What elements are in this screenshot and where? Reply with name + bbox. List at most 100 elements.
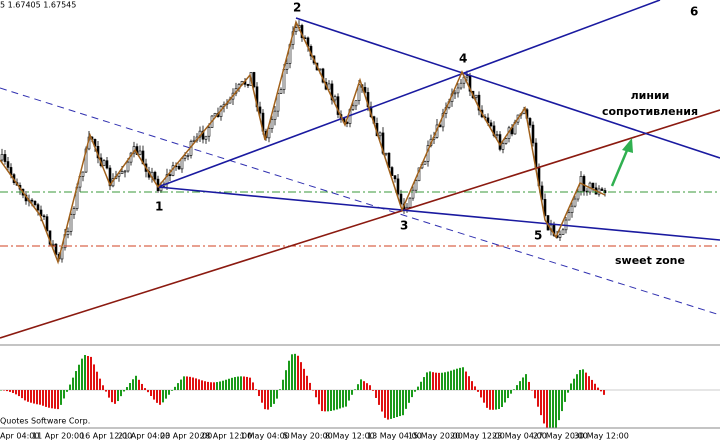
osc-bar — [42, 390, 44, 406]
osc-bar — [513, 389, 515, 390]
candle-body — [384, 152, 388, 155]
candle-body — [399, 193, 403, 205]
candle-body — [396, 178, 400, 195]
candle-body — [354, 100, 358, 107]
osc-bar — [393, 390, 395, 419]
candle-body — [204, 135, 208, 140]
osc-bar — [543, 390, 545, 424]
x-tick-label: 28 Apr 12:00 — [200, 432, 252, 440]
osc-bar — [321, 390, 323, 412]
osc-bar — [288, 360, 290, 390]
osc-bar — [24, 390, 26, 401]
osc-bar — [483, 390, 485, 403]
osc-bar — [54, 390, 56, 409]
oscillator — [0, 353, 720, 428]
candle-body — [408, 197, 412, 208]
candle-body — [504, 138, 508, 144]
candle-body — [246, 84, 250, 86]
annotation: сопротивления — [602, 105, 698, 118]
candle-body — [414, 180, 418, 191]
candle-body — [570, 205, 574, 213]
osc-bar — [114, 390, 116, 404]
osc-bar — [189, 376, 191, 390]
osc-bar — [348, 390, 350, 401]
candle-body — [42, 215, 46, 218]
x-tick-label: 21 Apr 04:00 — [118, 432, 170, 440]
osc-bar — [165, 390, 167, 399]
x-tick-label: 11 Apr 20:00 — [32, 432, 84, 440]
candle-body — [333, 96, 337, 101]
osc-bar — [27, 390, 29, 402]
osc-bar — [315, 390, 317, 398]
osc-bar — [339, 390, 341, 409]
osc-bar — [180, 379, 182, 390]
candle-body — [453, 92, 457, 95]
x-tick-label: 16 Apr 12:00 — [80, 432, 132, 440]
osc-bar — [147, 390, 149, 393]
osc-bar — [585, 372, 587, 390]
trend-line — [157, 0, 661, 188]
osc-bar — [399, 390, 401, 417]
osc-bar — [468, 376, 470, 390]
osc-bar — [243, 376, 245, 390]
osc-bar — [183, 376, 185, 390]
osc-bar — [174, 386, 176, 390]
osc-bar — [387, 390, 389, 420]
wave-label: 6 — [690, 5, 698, 19]
osc-bar — [9, 390, 11, 392]
candle-body — [393, 175, 397, 180]
candle-body — [498, 134, 502, 150]
candle-body — [270, 119, 274, 129]
osc-bar — [264, 390, 266, 410]
osc-bar — [18, 390, 20, 397]
wave-label: 5 — [534, 229, 542, 243]
osc-bar — [564, 390, 566, 402]
candle-body — [168, 174, 172, 176]
candle-body — [558, 234, 562, 238]
osc-bar — [492, 390, 494, 410]
trend-line — [295, 17, 720, 159]
osc-bar — [432, 372, 434, 390]
osc-bar — [438, 372, 440, 390]
osc-bar — [222, 380, 224, 390]
candle-body — [327, 83, 331, 90]
osc-bar — [351, 390, 353, 395]
osc-bar — [135, 375, 137, 390]
candle-body — [213, 113, 217, 117]
osc-bar — [588, 376, 590, 390]
osc-bar — [168, 390, 170, 395]
osc-bar — [6, 390, 8, 392]
candles — [0, 20, 607, 263]
osc-bar — [540, 390, 542, 416]
osc-bar — [117, 390, 119, 402]
candle-body — [501, 143, 505, 150]
trend-line — [157, 186, 720, 241]
osc-bar — [150, 390, 152, 397]
osc-bar — [93, 364, 95, 390]
osc-bar — [426, 372, 428, 390]
osc-bar — [258, 390, 260, 397]
candle-body — [531, 124, 535, 144]
osc-bar — [555, 390, 557, 428]
osc-bar — [465, 371, 467, 390]
osc-bar — [372, 390, 374, 391]
osc-bar — [369, 385, 371, 390]
osc-bar — [600, 390, 602, 392]
osc-bar — [72, 377, 74, 390]
candle-body — [378, 132, 382, 137]
candle-body — [0, 154, 4, 161]
osc-bar — [279, 389, 281, 390]
osc-bar — [39, 390, 41, 405]
osc-bar — [105, 390, 107, 392]
candle-body — [207, 127, 211, 137]
osc-bar — [78, 364, 80, 390]
osc-bar — [360, 379, 362, 390]
candle-body — [330, 83, 334, 101]
osc-bar — [471, 381, 473, 390]
osc-bar — [486, 390, 488, 408]
osc-bar — [435, 372, 437, 390]
osc-bar — [381, 390, 383, 412]
trend-line — [0, 109, 720, 339]
candle-body — [51, 243, 55, 246]
osc-bar — [582, 369, 584, 390]
